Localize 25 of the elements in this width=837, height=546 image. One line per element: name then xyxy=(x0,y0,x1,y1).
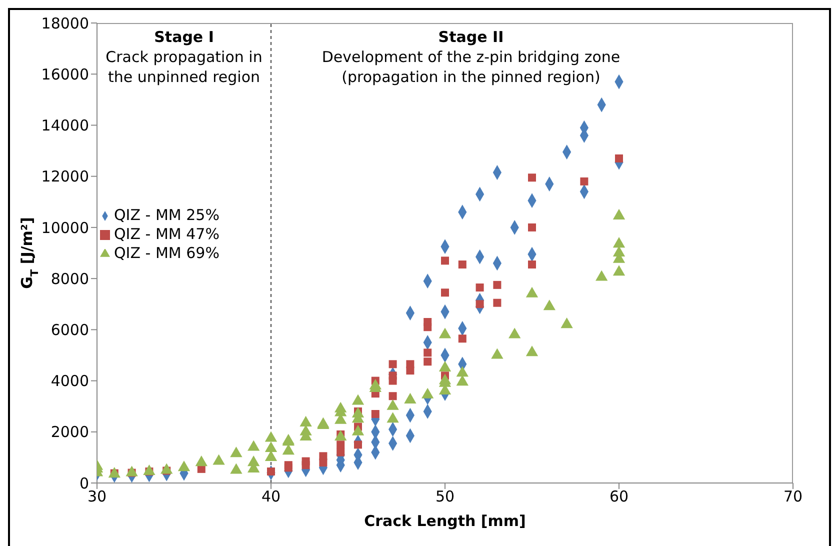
y-tick-label: 8000 xyxy=(50,270,89,288)
legend-label: QIZ - MM 47% xyxy=(114,225,220,243)
annotation: Crack propagation in xyxy=(106,48,262,66)
annotation: Development of the z-pin bridging zone xyxy=(322,48,620,66)
y-tick-label: 0 xyxy=(79,474,89,492)
y-tick-label: 4000 xyxy=(50,372,89,390)
legend-label: QIZ - MM 25% xyxy=(114,206,220,224)
y-tick-label: 6000 xyxy=(50,320,89,339)
y-tick-label: 18000 xyxy=(41,14,89,32)
y-tick-label: 10000 xyxy=(41,218,89,237)
annotation: the unpinned region xyxy=(108,68,260,86)
y-tick-label: 2000 xyxy=(50,423,89,442)
y-tick-label: 14000 xyxy=(41,116,89,135)
x-tick-label: 40 xyxy=(261,488,281,506)
annotation: Stage II xyxy=(438,28,504,46)
x-tick-label: 30 xyxy=(87,488,107,506)
x-tick-label: 70 xyxy=(783,488,803,506)
x-tick-label: 50 xyxy=(435,488,455,506)
y-tick-label: 16000 xyxy=(41,65,89,84)
annotation: (propagation in the pinned region) xyxy=(342,68,600,86)
y-tick-label: 12000 xyxy=(41,168,89,186)
x-tick-label: 60 xyxy=(609,488,629,506)
annotation: Stage I xyxy=(154,28,214,46)
legend-label: QIZ - MM 69% xyxy=(114,244,220,262)
x-axis-title: Crack Length [mm] xyxy=(364,512,526,530)
